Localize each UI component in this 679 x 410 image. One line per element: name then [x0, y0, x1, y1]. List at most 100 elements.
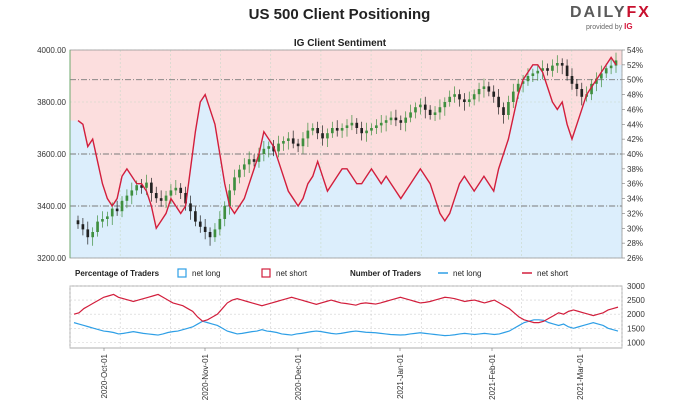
candle-body: [492, 91, 496, 97]
candle-body: [507, 102, 510, 115]
candle-body: [115, 208, 119, 212]
y-right-tick-label: 32%: [627, 209, 643, 218]
candle-body: [477, 89, 481, 95]
candle-body: [296, 143, 300, 147]
candle-body: [218, 219, 222, 230]
x-tick-label: 2021-Feb-01: [488, 353, 497, 399]
candle-body: [81, 224, 85, 230]
candle-body: [409, 112, 412, 118]
candle-body: [120, 200, 124, 212]
candle-body: [140, 185, 143, 188]
candle-body: [291, 138, 295, 144]
x-tick-label: 2020-Dec-01: [294, 353, 303, 400]
candle-body: [521, 81, 525, 84]
y-right-tick-label: 52%: [627, 61, 643, 70]
candle-body: [203, 226, 207, 232]
candle-body: [247, 159, 251, 165]
y-right-tick-label: 46%: [627, 105, 643, 114]
candle-body: [472, 94, 476, 100]
candle-body: [379, 122, 383, 126]
candle-body: [76, 220, 80, 225]
candle-body: [194, 211, 197, 222]
candle-body: [350, 122, 354, 126]
candle-body: [262, 148, 266, 154]
candle-body: [590, 83, 593, 95]
candle-body: [184, 193, 187, 204]
candle-body: [551, 65, 554, 71]
candle-body: [169, 190, 173, 196]
y-right-tick-label: 42%: [627, 135, 643, 144]
candle-body: [321, 133, 324, 139]
candle-body: [497, 96, 500, 108]
legend-num-long-label: net long: [453, 269, 481, 278]
candle-body: [609, 65, 613, 69]
lower-y-tick-label: 1500: [627, 324, 645, 333]
candle-body: [443, 102, 447, 108]
candle-body: [96, 221, 99, 232]
x-tick-label: 2020-Oct-01: [100, 353, 109, 398]
candle-body: [135, 185, 139, 191]
candle-body: [145, 182, 148, 188]
candle-body: [419, 104, 422, 108]
candle-body: [546, 68, 549, 71]
y-right-tick-label: 48%: [627, 91, 643, 100]
candle-body: [502, 107, 505, 115]
candle-body: [179, 187, 183, 193]
candle-body: [242, 164, 246, 170]
candle-body: [345, 125, 349, 128]
candle-body: [599, 73, 603, 79]
legend-pct-long-swatch: [177, 268, 187, 278]
candle-body: [110, 208, 114, 217]
y-left-tick-label: 3200.00: [37, 254, 66, 263]
candle-body: [208, 232, 212, 238]
candle-body: [575, 83, 579, 89]
candle-body: [150, 182, 153, 193]
candle-body: [164, 195, 168, 201]
x-tick-label: 2020-Nov-01: [201, 353, 210, 400]
candle-body: [252, 159, 256, 162]
legend-num-title: Number of Traders: [350, 269, 422, 278]
legend-pct-title: Percentage of Traders: [75, 269, 160, 278]
candle-body: [531, 73, 535, 76]
candle-body: [555, 63, 559, 66]
lower-y-tick-label: 2500: [627, 296, 645, 305]
candle-body: [375, 125, 378, 128]
y-left-tick-label: 3800.00: [37, 98, 66, 107]
candle-body: [277, 143, 280, 152]
candle-body: [453, 94, 456, 97]
y-left-tick-label: 3600.00: [37, 150, 66, 159]
candle-body: [389, 117, 393, 121]
candle-body: [106, 216, 109, 219]
y-right-tick-label: 40%: [627, 150, 643, 159]
candle-body: [340, 128, 344, 131]
candle-body: [428, 109, 432, 115]
candle-body: [198, 221, 202, 227]
candle-body: [355, 122, 359, 128]
legend-num-short-label: net short: [537, 269, 569, 278]
candle-body: [604, 68, 608, 74]
candle-body: [482, 86, 486, 89]
candle-body: [399, 120, 403, 123]
candle-body: [326, 133, 329, 139]
dailyfx-logo: DAILYFX: [570, 4, 670, 22]
legend: Percentage of Traders net long net short Nu…: [75, 268, 569, 278]
main-plot: 3200.00 3400.00 3600.00 3800.00 4000.00 26% 28…: [37, 46, 643, 263]
x-tick-label: 2021-Mar-01: [576, 353, 585, 399]
candle-body: [433, 112, 437, 115]
candle-body: [570, 76, 574, 84]
candle-body: [541, 68, 544, 71]
net-short-count-line: [73, 293, 619, 324]
candle-body: [423, 104, 427, 110]
candle-body: [130, 190, 134, 196]
legend-pct-long-label: net long: [192, 269, 220, 278]
candle-body: [394, 117, 398, 121]
brand-prefix: DAILY: [570, 4, 627, 21]
legend-pct-short-label: net short: [276, 269, 308, 278]
legend-pct-short-swatch: [261, 268, 271, 278]
candle-body: [238, 169, 241, 178]
x-axis: 2020-Oct-01 2020-Nov-01 2020-Dec-01 2021-Ja…: [100, 348, 585, 400]
candle-body: [316, 128, 319, 134]
candle-body: [448, 96, 452, 102]
